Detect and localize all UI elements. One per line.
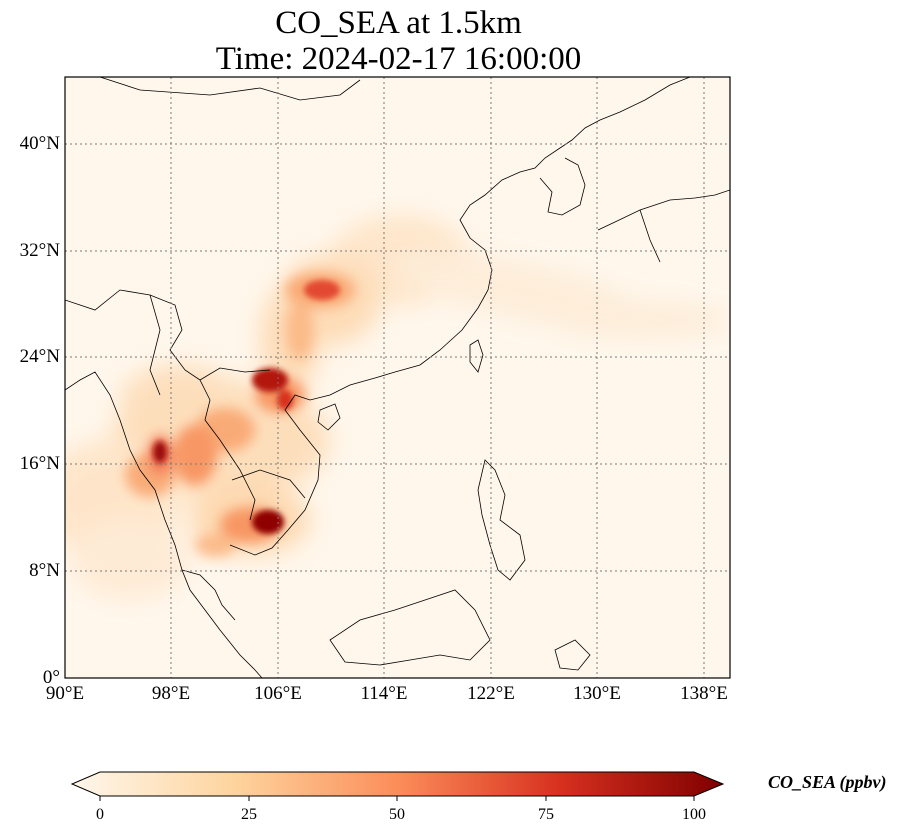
gridlines bbox=[65, 77, 730, 678]
lon-tick-label: 106°E bbox=[254, 683, 302, 704]
colorbar-tick-label: 25 bbox=[241, 806, 257, 823]
coastlines bbox=[65, 77, 730, 678]
map-frame bbox=[64, 76, 731, 679]
lon-tick-label: 130°E bbox=[573, 683, 621, 704]
map-title: CO_SEA at 1.5km bbox=[275, 5, 522, 41]
colorbar-tick-label: 0 bbox=[96, 806, 104, 823]
colorbar-tick-label: 100 bbox=[682, 806, 706, 823]
lat-tick-label: 24°N bbox=[19, 346, 60, 367]
lon-tick-label: 138°E bbox=[680, 683, 728, 704]
lat-tick-label: 32°N bbox=[19, 240, 60, 261]
lon-tick-label: 98°E bbox=[151, 683, 191, 704]
colorbar-tick-label: 75 bbox=[538, 806, 554, 823]
lat-tick-label: 8°N bbox=[29, 560, 60, 581]
lat-tick-label: 16°N bbox=[19, 453, 60, 474]
concentration-field bbox=[65, 77, 730, 678]
colorbar bbox=[70, 771, 725, 801]
lon-tick-label: 90°E bbox=[45, 683, 85, 704]
lat-tick-label: 0° bbox=[42, 667, 60, 688]
colorbar-label: CO_SEA (ppbv) bbox=[768, 772, 887, 792]
lon-tick-label: 114°E bbox=[360, 683, 408, 704]
lat-tick-label: 40°N bbox=[19, 133, 60, 154]
colorbar-tick-label: 50 bbox=[389, 806, 405, 823]
lon-tick-label: 122°E bbox=[467, 683, 515, 704]
map-subtitle-time: Time: 2024-02-17 16:00:00 bbox=[215, 41, 582, 77]
